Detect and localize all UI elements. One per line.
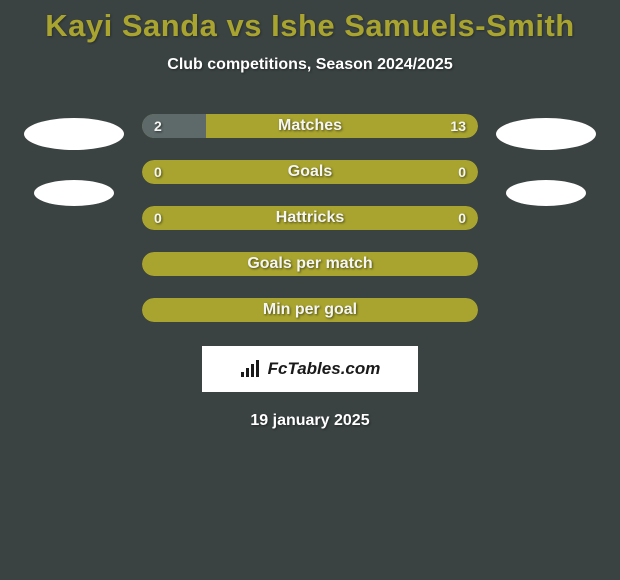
stat-bar: Goals per match [142,252,478,276]
page-title: Kayi Sanda vs Ishe Samuels-Smith [0,8,620,44]
left-club-column [24,114,124,206]
stat-label: Matches [278,117,342,135]
stat-right-value: 0 [458,164,466,180]
stat-label: Min per goal [263,301,357,319]
stat-left-value: 0 [154,210,162,226]
stat-bars-column: 2 13 Matches 0 0 Goals 0 0 Hattricks Goals per ma… [142,114,478,322]
club-logo-placeholder [34,180,114,206]
stat-left-value: 2 [154,118,162,134]
club-logo-placeholder [496,118,596,150]
stat-bar: 0 0 Goals [142,160,478,184]
stat-label: Goals [288,163,332,181]
right-club-column [496,114,596,206]
stat-bar: 0 0 Hattricks [142,206,478,230]
club-logo-placeholder [506,180,586,206]
brand-box: FcTables.com [202,346,418,392]
stat-bar: Min per goal [142,298,478,322]
stat-bar-left-fill [142,114,206,138]
stat-left-value: 0 [154,164,162,180]
stats-area: 2 13 Matches 0 0 Goals 0 0 Hattricks Goals per ma… [0,114,620,322]
stat-bar: 2 13 Matches [142,114,478,138]
stat-label: Goals per match [247,255,372,273]
stat-right-value: 0 [458,210,466,226]
subtitle: Club competitions, Season 2024/2025 [0,56,620,74]
stat-label: Hattricks [276,209,344,227]
brand-name: FcTables.com [268,359,381,379]
date-text: 19 january 2025 [0,412,620,430]
brand-bars-icon [240,360,262,378]
comparison-infographic: Kayi Sanda vs Ishe Samuels-Smith Club co… [0,0,620,430]
club-logo-placeholder [24,118,124,150]
stat-right-value: 13 [450,118,466,134]
